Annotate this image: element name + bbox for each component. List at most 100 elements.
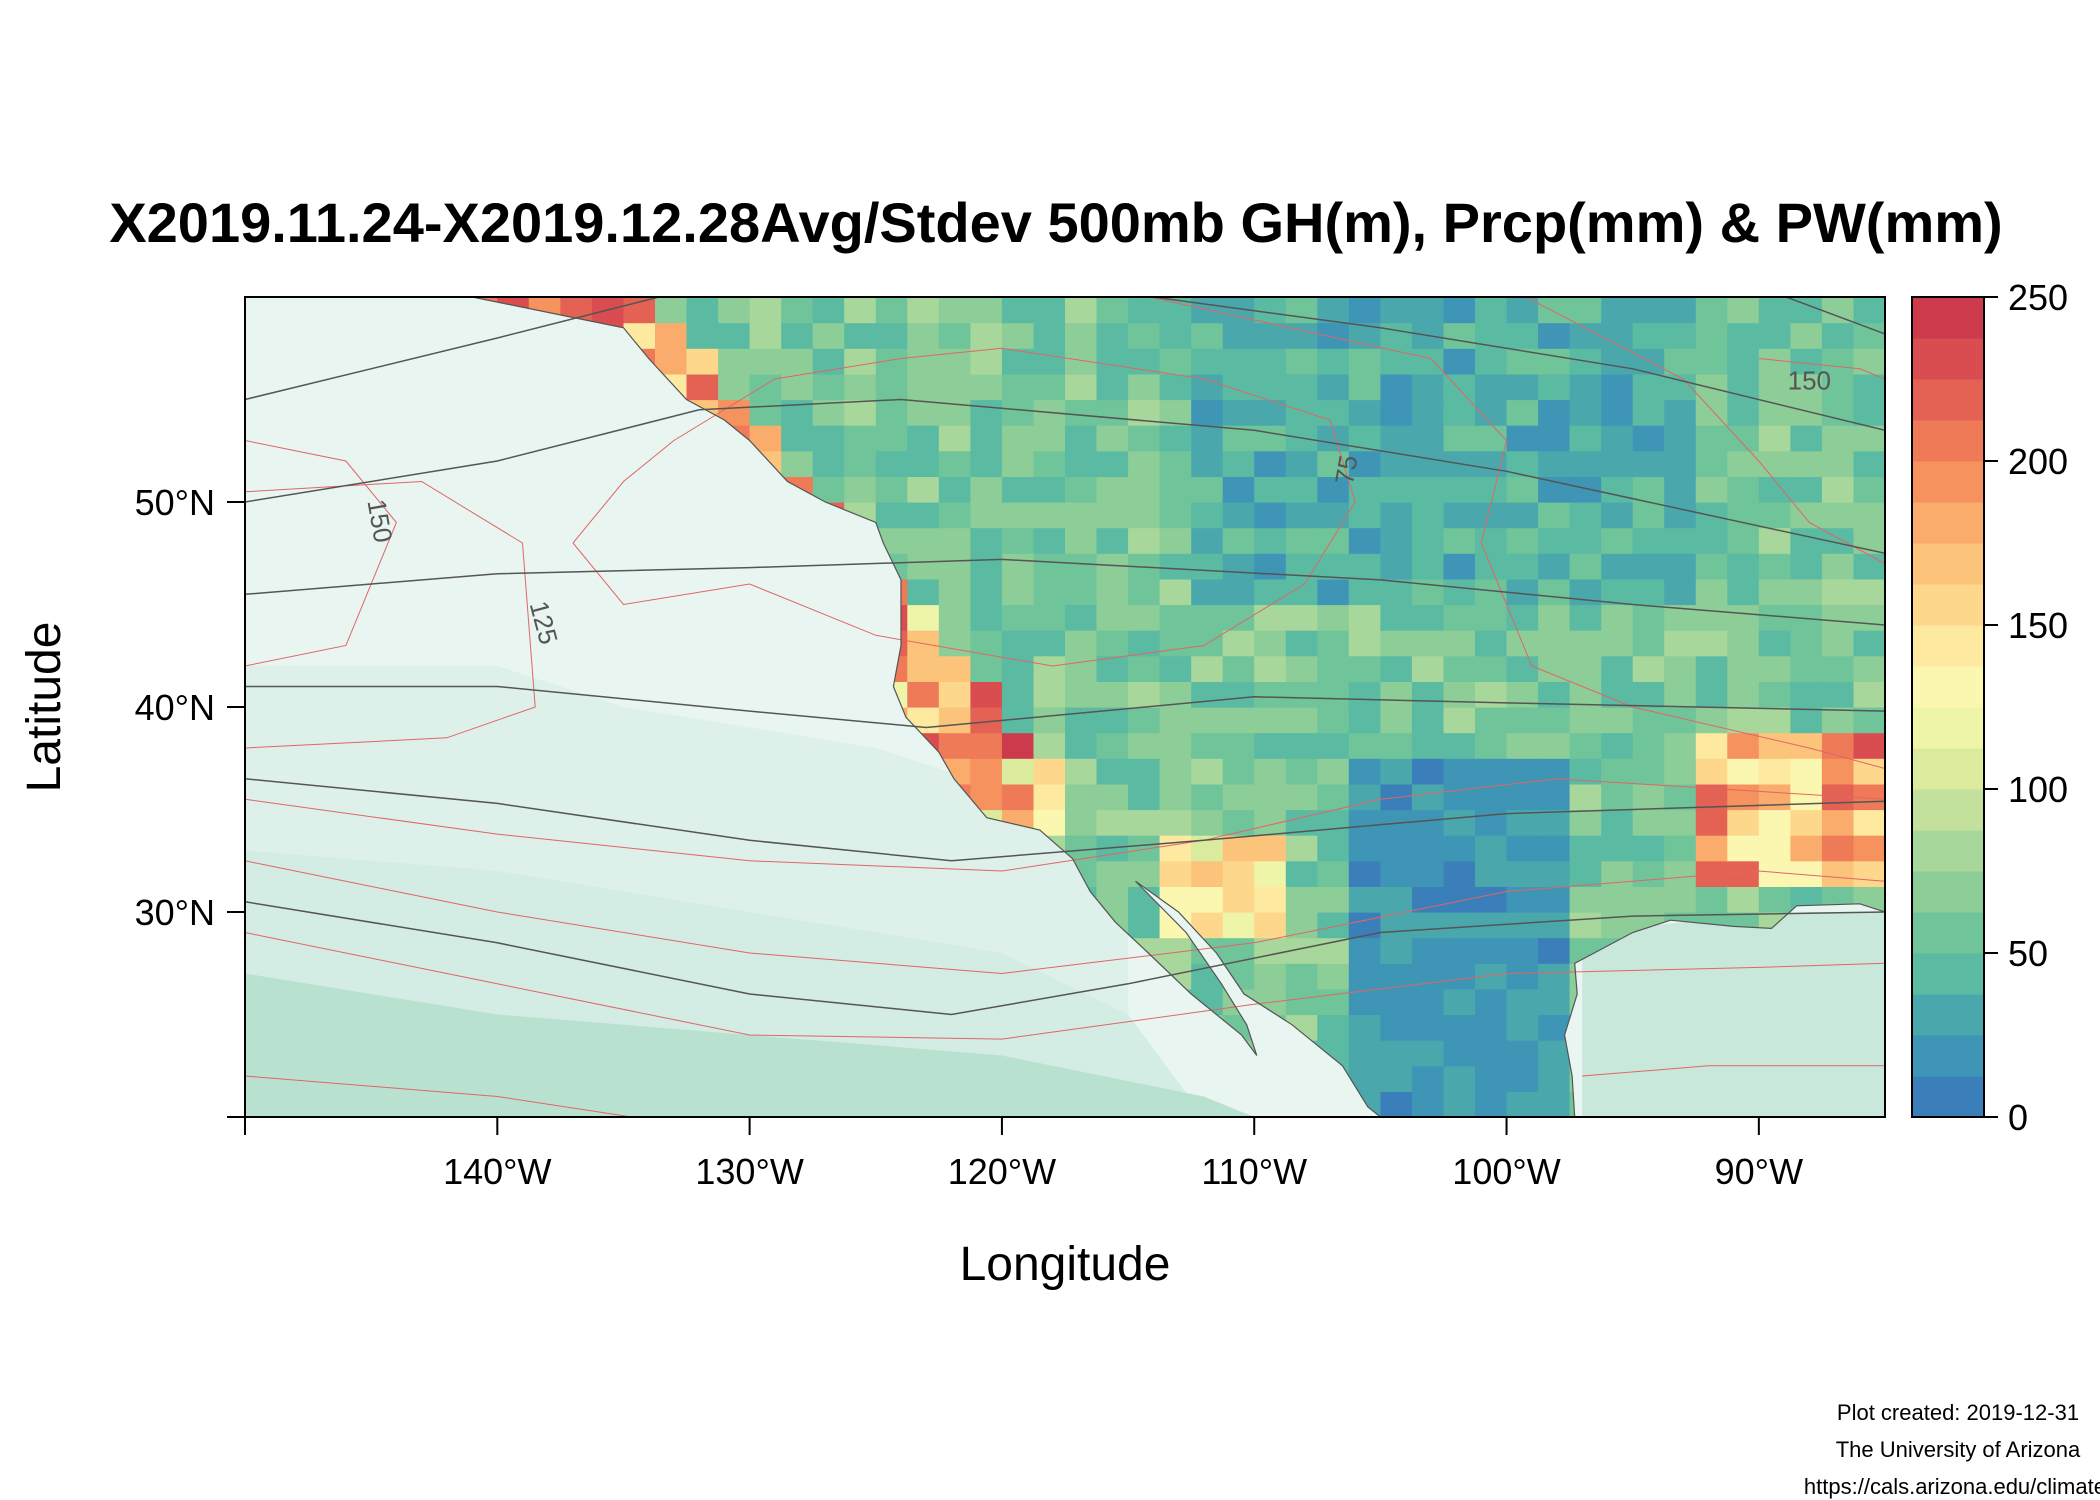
precip-cell xyxy=(1538,810,1570,836)
precip-cell xyxy=(1601,476,1633,502)
precip-cell xyxy=(1507,758,1539,784)
precip-cell xyxy=(1254,451,1286,477)
precip-cell xyxy=(1349,886,1381,912)
precip-cell xyxy=(907,400,939,426)
precip-cell xyxy=(1317,758,1349,784)
precip-cell xyxy=(1538,502,1570,528)
precip-cell xyxy=(1538,861,1570,887)
colorbar-swatch xyxy=(1912,379,1984,421)
precip-cell xyxy=(1790,630,1822,656)
precip-cell xyxy=(1444,963,1476,989)
precip-cell xyxy=(1254,579,1286,605)
precip-cell xyxy=(1097,579,1129,605)
precip-cell xyxy=(1065,681,1097,707)
precip-cell xyxy=(1002,681,1034,707)
precip-cell xyxy=(1570,630,1602,656)
precip-cell xyxy=(1759,835,1791,861)
precip-cell xyxy=(1254,502,1286,528)
precip-cell xyxy=(844,348,876,374)
precip-cell xyxy=(1822,553,1854,579)
precip-cell xyxy=(1854,502,1886,528)
precip-cell xyxy=(1854,835,1886,861)
precip-cell xyxy=(1790,425,1822,451)
precip-cell xyxy=(1097,502,1129,528)
precip-cell xyxy=(1034,348,1066,374)
x-axis-title: Longitude xyxy=(960,1238,1171,1291)
precip-cell xyxy=(1412,938,1444,964)
precip-cell xyxy=(1097,733,1129,759)
precip-cell xyxy=(1727,861,1759,887)
precip-cell xyxy=(1412,553,1444,579)
precip-cell xyxy=(1349,989,1381,1015)
precip-cell xyxy=(1191,502,1223,528)
precip-cell xyxy=(1254,886,1286,912)
precip-cell xyxy=(1160,733,1192,759)
precip-cell xyxy=(1191,400,1223,426)
precip-cell xyxy=(1034,681,1066,707)
precip-cell xyxy=(1444,476,1476,502)
precip-cell xyxy=(1223,835,1255,861)
precip-cell xyxy=(1664,835,1696,861)
precip-cell xyxy=(1633,630,1665,656)
precip-cell xyxy=(1601,348,1633,374)
precip-cell xyxy=(1223,630,1255,656)
precip-cell xyxy=(1286,886,1318,912)
precip-cell xyxy=(1349,297,1381,323)
precip-cell xyxy=(1538,1066,1570,1092)
precip-cell xyxy=(1696,886,1728,912)
colorbar-swatch xyxy=(1912,912,1984,954)
precip-cell xyxy=(1822,630,1854,656)
precip-cell xyxy=(1128,425,1160,451)
precip-cell xyxy=(1854,451,1886,477)
precip-cell xyxy=(1444,502,1476,528)
precip-cell xyxy=(1854,323,1886,349)
precip-cell xyxy=(1538,912,1570,938)
precip-cell xyxy=(1507,528,1539,554)
precip-cell xyxy=(1412,374,1444,400)
precip-cell xyxy=(1034,425,1066,451)
precip-cell xyxy=(750,400,782,426)
precip-cell xyxy=(1570,476,1602,502)
precip-cell xyxy=(1317,810,1349,836)
precip-cell xyxy=(1507,989,1539,1015)
precip-cell xyxy=(1727,656,1759,682)
precip-cell xyxy=(1601,605,1633,631)
precip-cell xyxy=(1160,810,1192,836)
precip-cell xyxy=(1790,758,1822,784)
precip-cell xyxy=(1570,810,1602,836)
precip-cell xyxy=(1160,784,1192,810)
x-tick-label: 130°W xyxy=(695,1151,803,1192)
precip-cell xyxy=(1317,656,1349,682)
precip-cell xyxy=(1002,758,1034,784)
precip-cell xyxy=(1034,476,1066,502)
precip-cell xyxy=(939,425,971,451)
precip-cell xyxy=(1507,605,1539,631)
precip-cell xyxy=(1349,912,1381,938)
precip-cell xyxy=(1538,656,1570,682)
precip-cell xyxy=(1538,297,1570,323)
precip-cell xyxy=(1727,681,1759,707)
precip-cell xyxy=(1633,835,1665,861)
precip-cell xyxy=(1380,348,1412,374)
colorbar-swatch xyxy=(1912,297,1984,339)
precip-cell xyxy=(1759,733,1791,759)
precip-cell xyxy=(1507,502,1539,528)
precip-cell xyxy=(1412,476,1444,502)
precip-cell xyxy=(1128,912,1160,938)
precip-cell xyxy=(1507,1091,1539,1117)
precip-cell xyxy=(1475,835,1507,861)
precip-cell xyxy=(1601,425,1633,451)
precip-cell xyxy=(970,451,1002,477)
precip-cell xyxy=(1601,784,1633,810)
precip-cell xyxy=(1696,297,1728,323)
precip-cell xyxy=(1696,528,1728,554)
precip-cell xyxy=(1034,451,1066,477)
precip-cell xyxy=(1286,605,1318,631)
precip-cell xyxy=(1286,348,1318,374)
precip-cell xyxy=(1444,707,1476,733)
precip-cell xyxy=(1444,605,1476,631)
precip-cell xyxy=(1191,553,1223,579)
precip-cell xyxy=(1507,1040,1539,1066)
precip-cell xyxy=(907,605,939,631)
precip-cell xyxy=(1286,528,1318,554)
